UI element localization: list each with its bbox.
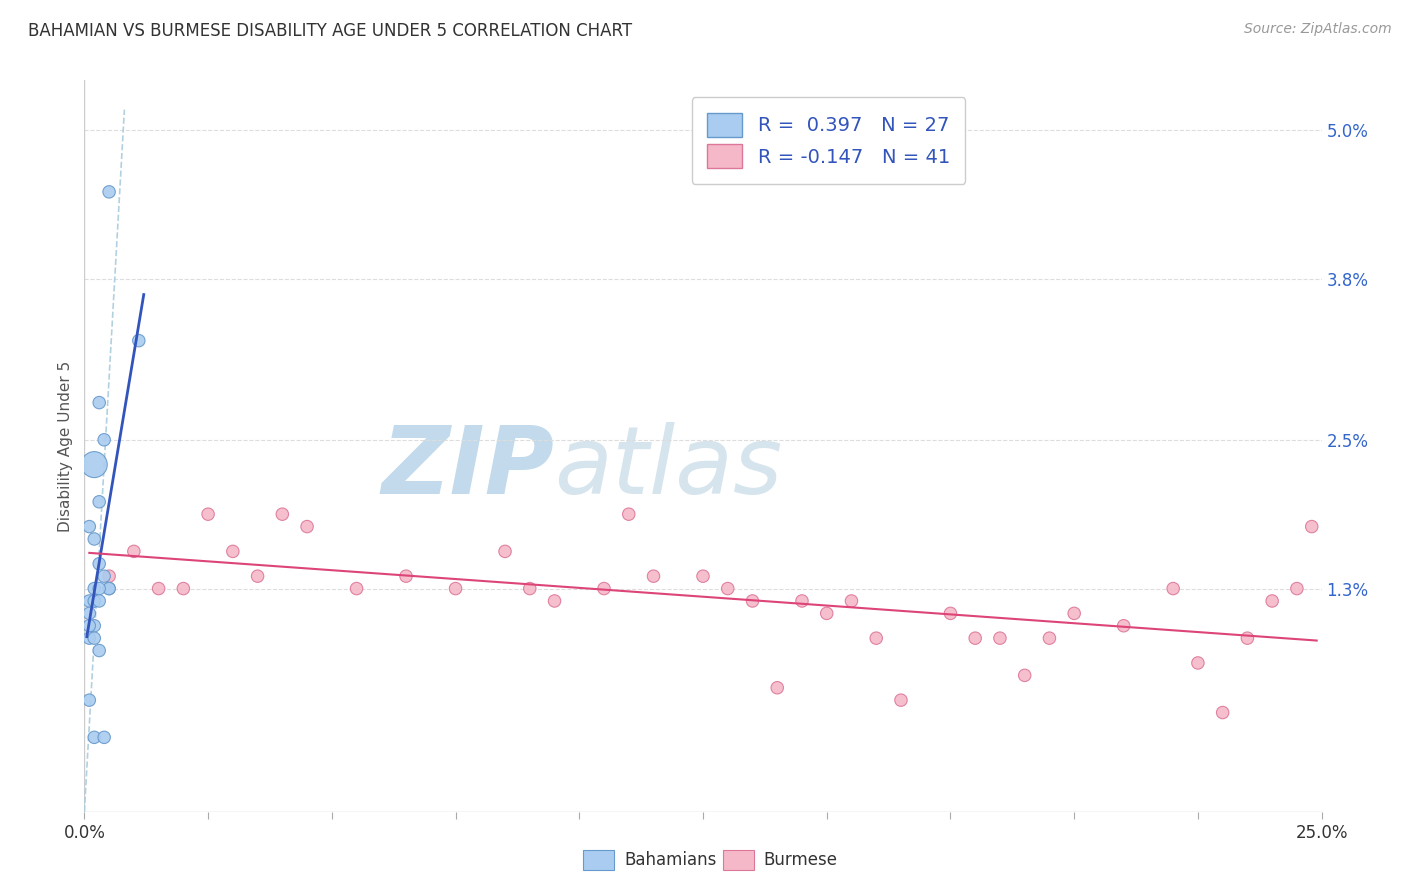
Point (1261, 594, 1284, 608)
Point (122, 544, 145, 558)
Point (988, 631, 1011, 645)
Point (1236, 631, 1258, 645)
Text: Burmese: Burmese (763, 851, 838, 869)
Point (83, 619, 105, 633)
Point (692, 569, 714, 583)
Point (717, 582, 740, 596)
Text: Source: ZipAtlas.com: Source: ZipAtlas.com (1244, 22, 1392, 37)
Point (128, 334, 150, 348)
Point (98, 569, 121, 583)
Y-axis label: Disability Age Under 5: Disability Age Under 5 (58, 360, 73, 532)
Point (593, 582, 616, 596)
Point (519, 582, 541, 596)
Point (83, 594, 105, 608)
Point (965, 631, 987, 645)
Point (98, 582, 121, 596)
Point (617, 507, 640, 521)
Point (246, 569, 269, 583)
Point (346, 582, 368, 596)
Text: BAHAMIAN VS BURMESE DISABILITY AGE UNDER 5 CORRELATION CHART: BAHAMIAN VS BURMESE DISABILITY AGE UNDER… (28, 22, 633, 40)
Point (89, 395, 111, 409)
Point (494, 544, 516, 558)
Text: Bahamians: Bahamians (624, 851, 717, 869)
Point (79, 607, 101, 621)
Point (89, 495, 111, 509)
Point (271, 507, 294, 521)
Point (79, 619, 101, 633)
Point (79, 631, 101, 645)
Point (890, 693, 912, 707)
Point (295, 519, 318, 533)
Point (83, 582, 105, 596)
Point (79, 693, 101, 707)
Point (939, 607, 962, 621)
Point (83, 594, 105, 608)
Point (815, 607, 838, 621)
Point (1301, 519, 1323, 533)
Point (83, 731, 105, 745)
Point (93, 731, 115, 745)
Point (197, 507, 219, 521)
Point (89, 594, 111, 608)
Point (83, 532, 105, 546)
Point (741, 594, 763, 608)
Point (89, 582, 111, 596)
Point (1014, 668, 1036, 682)
Text: ZIP: ZIP (381, 422, 554, 514)
Point (766, 681, 789, 695)
Point (83, 631, 105, 645)
Point (79, 594, 101, 608)
Point (93, 569, 115, 583)
Point (543, 594, 565, 608)
Point (790, 594, 813, 608)
Point (395, 569, 418, 583)
Point (1112, 619, 1135, 633)
Point (444, 582, 467, 596)
Point (841, 594, 863, 608)
Point (1285, 582, 1308, 596)
Point (93, 433, 115, 447)
Point (643, 569, 665, 583)
Point (1063, 607, 1085, 621)
Legend: R =  0.397   N = 27, R = -0.147   N = 41: R = 0.397 N = 27, R = -0.147 N = 41 (692, 97, 966, 184)
Point (1038, 631, 1060, 645)
Point (98, 185, 121, 199)
Point (79, 519, 101, 533)
Point (1212, 706, 1234, 720)
Point (1187, 656, 1209, 670)
Point (172, 582, 194, 596)
Point (83, 458, 105, 472)
Point (89, 557, 111, 571)
Point (148, 582, 170, 596)
Point (222, 544, 245, 558)
Point (865, 631, 887, 645)
Text: atlas: atlas (554, 423, 783, 514)
Point (1161, 582, 1184, 596)
Point (89, 643, 111, 657)
Point (98, 582, 121, 596)
